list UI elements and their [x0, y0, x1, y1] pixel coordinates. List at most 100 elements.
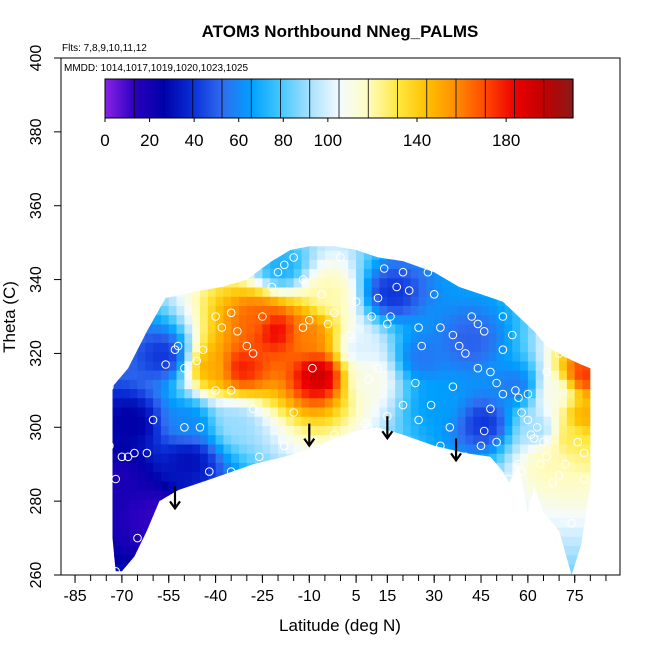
heat-cell [481, 268, 490, 279]
heat-cell [340, 480, 349, 491]
heat-cell [301, 499, 310, 510]
heat-cell [527, 305, 537, 316]
heat-cell [434, 360, 443, 371]
heat-cell [551, 527, 560, 537]
heat-cell [512, 397, 521, 408]
heat-cell [363, 287, 373, 297]
heat-cell [121, 388, 131, 399]
heat-cell [99, 389, 107, 399]
heat-cell [301, 527, 310, 537]
heat-cell [465, 434, 474, 445]
heat-cell [473, 527, 482, 537]
heat-cell [239, 388, 248, 399]
heat-cell [270, 232, 278, 242]
heat-cell [121, 480, 131, 491]
heat-cell [278, 536, 287, 546]
heat-cell [215, 425, 224, 436]
heat-cell [129, 527, 139, 537]
heat-cell [551, 232, 559, 242]
heat-cell [442, 388, 451, 399]
heat-cell [527, 259, 537, 270]
heat-cell [176, 471, 185, 482]
heat-cell [340, 545, 349, 556]
sample-point [336, 253, 345, 262]
heat-cell [379, 323, 388, 334]
heat-cell [215, 370, 224, 380]
heat-cell [137, 443, 146, 454]
heat-cell [129, 434, 139, 445]
y-tick-label: 340 [28, 266, 45, 293]
heat-cell [153, 314, 162, 325]
heat-cell [403, 554, 412, 565]
heat-cell [91, 564, 99, 574]
heat-cell [112, 527, 115, 537]
heat-cell [426, 480, 435, 491]
heat-cell [527, 471, 537, 482]
heat-cell [309, 407, 318, 417]
heat-cell [317, 453, 326, 463]
heat-cell [332, 407, 342, 417]
heat-cell [340, 471, 349, 482]
heat-cell [99, 342, 107, 352]
heat-cell [488, 536, 498, 546]
heat-cell [278, 480, 287, 491]
colorbar-tick-label: 80 [274, 131, 293, 150]
heat-cell [520, 490, 529, 500]
heat-cell [112, 333, 115, 343]
heat-cell [387, 277, 396, 288]
heat-cell [496, 517, 505, 528]
heat-cell [348, 499, 357, 510]
heat-cell [348, 517, 357, 528]
heat-cell [168, 323, 178, 334]
sample-point [351, 297, 361, 307]
heat-cell [488, 268, 498, 279]
heat-cell [574, 342, 584, 353]
heat-cell [410, 296, 420, 306]
heat-cell [309, 490, 318, 500]
heat-cell [590, 453, 598, 463]
heat-cell [317, 554, 326, 565]
heat-cell [145, 296, 154, 306]
heat-cell [473, 443, 482, 454]
heat-cell [231, 517, 240, 528]
heat-cell [379, 259, 388, 270]
heat-cell [371, 499, 381, 510]
heat-cell [473, 268, 482, 279]
heat-cell [114, 462, 123, 473]
heat-cell [301, 508, 310, 519]
heat-cell [207, 388, 217, 399]
heat-cell [434, 545, 443, 556]
heat-cell [309, 246, 318, 251]
heat-cell [145, 333, 154, 343]
heat-cell [371, 370, 381, 380]
heat-cell [363, 545, 373, 556]
heat-cell [551, 443, 560, 454]
heat-cell [239, 416, 248, 426]
heat-cell [496, 425, 505, 436]
heat-cell [481, 545, 490, 556]
heat-cell [566, 416, 576, 426]
heat-cell [160, 563, 170, 574]
heat-cell [246, 554, 256, 565]
heat-cell [231, 545, 240, 556]
heat-cell [246, 490, 256, 500]
heat-cell [153, 563, 162, 574]
heat-cell [301, 305, 310, 316]
heat-cell [99, 324, 107, 334]
heat-cell [231, 407, 240, 417]
heat-cell [301, 296, 310, 306]
heat-cell [129, 370, 139, 380]
heat-cell [356, 259, 365, 270]
heat-cell [324, 296, 334, 306]
heat-cell [223, 425, 232, 436]
heat-cell [168, 545, 178, 556]
heat-cell [473, 508, 482, 519]
heat-cell [301, 443, 310, 454]
heat-cell [434, 246, 443, 251]
heat-cell [112, 462, 115, 473]
heat-cell [99, 462, 107, 472]
heat-cell [434, 416, 443, 426]
heat-cell [535, 499, 545, 510]
heat-cell [551, 517, 560, 528]
heat-cell [293, 480, 303, 491]
